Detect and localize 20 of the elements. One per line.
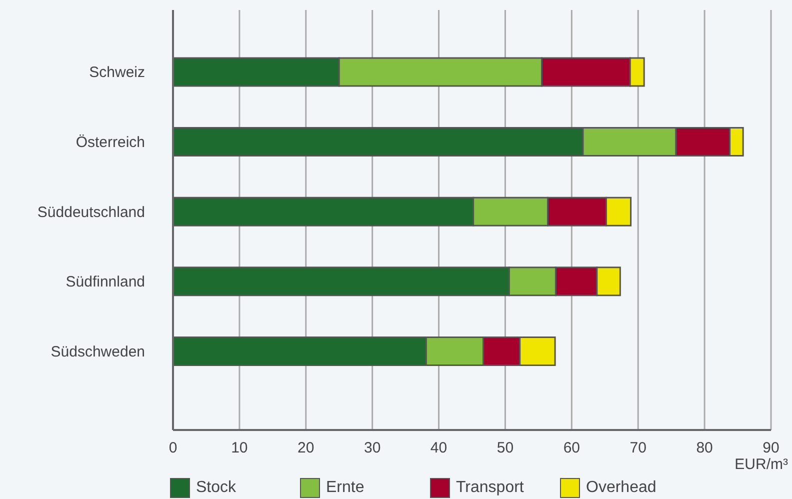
x-tick-label: 0	[168, 440, 178, 457]
x-tick-label: 30	[364, 440, 381, 457]
legend-label: Transport	[456, 479, 524, 497]
y-tick-label: Schweiz	[89, 64, 145, 82]
y-tick-label: Österreich	[76, 134, 145, 152]
x-tick-label: 20	[298, 440, 314, 457]
x-tick-label: 80	[696, 440, 713, 457]
legend-label: Ernte	[326, 479, 364, 497]
y-tick-label: Südfinnland	[66, 274, 145, 291]
x-tick-label: 40	[430, 440, 448, 457]
legend-label: Stock	[196, 479, 236, 497]
x-axis-title: EUR/m³	[734, 456, 788, 473]
x-tick-label: 10	[231, 440, 248, 457]
y-tick-label: Südschweden	[50, 343, 145, 360]
y-tick-label: Süddeutschland	[37, 204, 145, 221]
x-tick-label: 50	[496, 440, 514, 457]
x-tick-label: 90	[762, 440, 780, 457]
legend-label: Overhead	[586, 479, 656, 497]
x-tick-label: 60	[563, 440, 580, 457]
x-tick-label: 70	[630, 440, 646, 457]
